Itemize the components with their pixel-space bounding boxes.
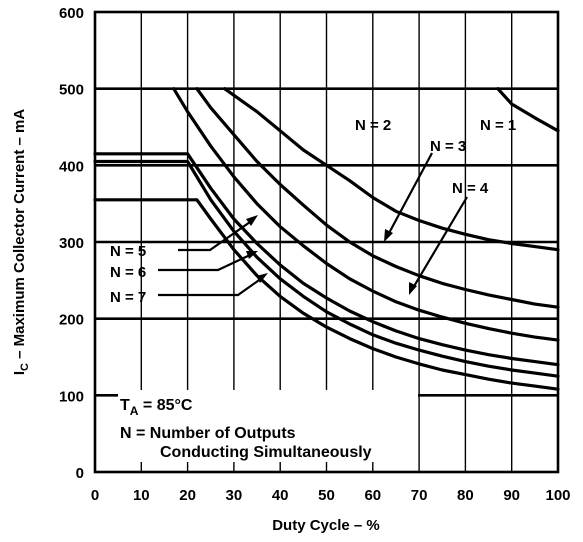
temperature-note-sub: A (130, 404, 139, 418)
label-n7: N = 7 (110, 289, 146, 306)
series-line-n7 (93, 198, 560, 391)
y-tick-label-300: 300 (59, 235, 84, 252)
plot-frame (93, 10, 560, 474)
legend-line-1: N = Number of Outputs (120, 425, 296, 442)
temperature-note: TA = 85°C (120, 397, 193, 418)
note-background (118, 390, 418, 462)
arrow-n3 (384, 229, 393, 242)
label-n6: N = 6 (110, 264, 146, 281)
label-n5: N = 5 (110, 243, 146, 260)
label-n4: N = 4 (452, 180, 489, 197)
y-tick-label-100: 100 (59, 388, 84, 405)
leader-n6 (158, 254, 251, 272)
arrow-n6 (246, 251, 258, 259)
x-tick-label-30: 30 (226, 487, 243, 504)
y-axis-title-rest: – Maximum Collector Current – mA (11, 109, 28, 363)
x-tick-label-40: 40 (272, 487, 289, 504)
temperature-note-rest: = 85°C (138, 397, 192, 414)
y-tick-label-500: 500 (59, 82, 84, 99)
series-line-n3 (195, 87, 560, 309)
y-tick-label-200: 200 (59, 312, 84, 329)
arrow-n5 (246, 215, 258, 226)
leader-n3 (387, 152, 433, 236)
leader-n4 (412, 196, 468, 289)
y-tick-label-0: 0 (76, 465, 84, 482)
legend-line-2: Conducting Simultaneously (160, 444, 372, 461)
y-axis-title-main: I (11, 371, 28, 375)
label-n3: N = 3 (430, 138, 466, 155)
series-line-n6 (93, 159, 560, 378)
y-tick-label-400: 400 (59, 158, 84, 175)
temperature-note-main: T (120, 397, 130, 414)
y-axis-title: IC – Maximum Collector Current – mA (11, 109, 31, 376)
x-tick-label-100: 100 (545, 487, 570, 504)
series-layer (93, 87, 560, 391)
leader-n7 (158, 277, 263, 297)
arrow-n7 (256, 273, 268, 283)
x-tick-label-0: 0 (91, 487, 99, 504)
x-tick-label-70: 70 (411, 487, 428, 504)
label-n1: N = 1 (480, 117, 516, 134)
y-axis-title-sub: C (19, 363, 31, 371)
x-tick-label-60: 60 (364, 487, 381, 504)
x-tick-label-80: 80 (457, 487, 474, 504)
series-line-n5 (93, 152, 560, 367)
x-tick-label-50: 50 (318, 487, 335, 504)
x-axis-title: Duty Cycle – % (272, 517, 380, 534)
y-tick-label-600: 600 (59, 5, 84, 22)
arrow-n4 (409, 282, 417, 295)
label-n2: N = 2 (355, 117, 391, 134)
label-leaders (158, 152, 468, 297)
x-tick-label-90: 90 (503, 487, 520, 504)
tick-labels: 0 10 20 30 40 50 60 70 80 90 100 0 100 200 300 400 500 60… (59, 5, 571, 504)
series-line-n1 (496, 87, 560, 133)
leader-n5 (178, 221, 251, 252)
series-line-n4 (172, 87, 560, 342)
series-line-n2 (223, 87, 560, 252)
x-tick-label-20: 20 (179, 487, 196, 504)
x-tick-label-10: 10 (133, 487, 150, 504)
